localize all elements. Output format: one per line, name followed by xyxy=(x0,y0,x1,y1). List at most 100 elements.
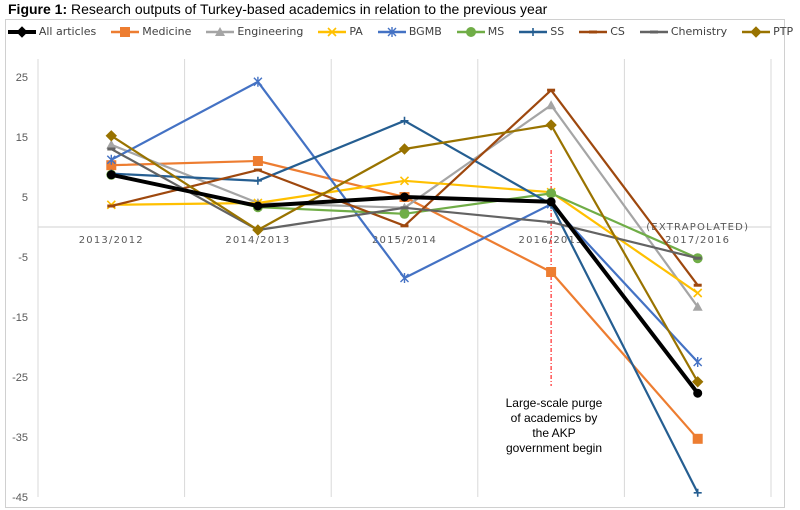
legend-item: Engineering xyxy=(205,25,303,38)
chart-frame xyxy=(5,19,785,508)
legend-item: PTP xyxy=(741,25,793,38)
figure-label: Figure 1: xyxy=(8,1,68,17)
x-tick-label-line: 2017/2016 xyxy=(665,235,730,246)
x-tick-label: 2014/2013 xyxy=(225,235,290,246)
data-point-medicine xyxy=(692,433,703,444)
y-tick-label: -45 xyxy=(12,492,28,504)
legend-swatch-icon xyxy=(377,26,406,37)
data-point-ss xyxy=(693,488,702,497)
data-point-bgmb xyxy=(400,273,409,283)
y-tick-label: 15 xyxy=(16,132,28,144)
legend-swatch-icon xyxy=(318,26,347,37)
legend-item: MS xyxy=(456,25,504,38)
annotation-line: the AKP xyxy=(532,426,576,440)
y-tick-label: -5 xyxy=(18,252,28,264)
legend-label: Engineering xyxy=(237,25,304,38)
x-tick-label-line: (EXTRAPOLATED) xyxy=(646,222,749,233)
y-tick-label: -35 xyxy=(12,432,28,444)
data-point-ptp xyxy=(545,119,557,131)
data-point-bgmb xyxy=(253,76,263,87)
legend-item: Chemistry xyxy=(639,25,727,38)
legend-marker-icon xyxy=(16,25,28,38)
data-point-pa xyxy=(399,176,410,186)
annotation-line: of academics by xyxy=(510,411,598,425)
legend-item: All articles xyxy=(7,25,96,38)
legend-swatch-icon xyxy=(579,30,608,33)
y-axis-ticks: 25 15 5 -5 -15 -25 -35 -45 xyxy=(12,72,28,504)
legend-label: SS xyxy=(550,25,565,38)
legend-marker-icon xyxy=(465,26,476,37)
legend-swatch-icon xyxy=(111,26,140,37)
data-point-all-articles xyxy=(253,201,263,211)
figure-caption-text: Research outputs of Turkey-based academi… xyxy=(71,1,548,17)
legend-label: CS xyxy=(610,25,625,38)
annotation-line: Large-scale purge xyxy=(505,396,603,410)
data-point-all-articles xyxy=(400,192,409,202)
data-point-ptp xyxy=(105,130,118,142)
legend-swatch-icon xyxy=(742,25,771,38)
series-cs xyxy=(107,88,702,287)
data-point-medicine xyxy=(106,160,117,171)
legend-item: CS xyxy=(578,25,625,38)
data-point-ss xyxy=(253,176,262,185)
annotation-line: government begin xyxy=(505,441,603,455)
legend-swatch-icon xyxy=(519,27,548,36)
legend-marker-icon xyxy=(750,25,762,38)
legend-swatch-icon xyxy=(7,25,36,38)
legend-label: PA xyxy=(349,25,363,38)
series-ptp xyxy=(105,119,704,388)
series-group xyxy=(105,76,704,497)
data-point-ptp xyxy=(398,143,411,155)
y-tick-label: 5 xyxy=(22,192,28,204)
y-tick-label: -25 xyxy=(12,372,28,384)
data-point-pa xyxy=(693,288,703,298)
legend-label: MS xyxy=(487,25,505,38)
legend-marker-icon xyxy=(387,26,397,37)
figure-caption: Figure 1: Research outputs of Turkey-bas… xyxy=(8,1,547,17)
x-tick-label-line: 2015/2014 xyxy=(372,235,437,246)
annotation-text: Large-scale purge of academics by the AKP g… xyxy=(492,396,616,456)
legend-marker-icon xyxy=(327,26,337,37)
x-tick-label: 2015/2014 xyxy=(372,235,437,246)
data-point-ptp xyxy=(691,376,704,388)
data-point-medicine xyxy=(252,156,263,166)
data-point-all-articles xyxy=(106,170,116,180)
data-point-ss xyxy=(400,116,409,125)
data-point-medicine xyxy=(546,267,557,277)
series-all-articles xyxy=(106,170,703,398)
legend-item: SS xyxy=(518,25,564,38)
series-ms xyxy=(106,169,703,264)
legend-label: Chemistry xyxy=(670,25,728,38)
y-tick-label: -15 xyxy=(12,312,28,324)
legend-item: PA xyxy=(317,25,363,38)
data-point-ms xyxy=(546,188,557,199)
data-point-ms xyxy=(399,208,410,219)
legend-label: BGMB xyxy=(408,25,442,38)
x-tick-label: 2013/2012 xyxy=(79,235,144,246)
legend-item: BGMB xyxy=(377,25,442,38)
x-tick-label-line: 2016/2015 xyxy=(519,235,584,246)
data-point-bgmb xyxy=(693,357,703,367)
y-tick-label: 25 xyxy=(16,72,28,84)
data-point-engineering xyxy=(692,301,703,311)
data-point-bgmb xyxy=(106,154,116,165)
data-point-engineering xyxy=(106,139,117,149)
legend-marker-icon xyxy=(215,26,226,36)
legend-swatch-icon xyxy=(206,26,235,36)
data-point-engineering xyxy=(546,100,557,110)
x-tick-label-line: 2013/2012 xyxy=(79,235,144,246)
x-tick-label-line: 2014/2013 xyxy=(225,235,290,246)
legend-label: All articles xyxy=(38,25,97,38)
data-point-ptp xyxy=(252,224,264,236)
x-axis-ticks: 2013/2012 2014/2013 2015/2014 2016/2015 (EXT… xyxy=(79,222,749,246)
data-point-all-articles xyxy=(546,197,556,207)
x-tick-label: (EXTRAPOLATED) 2017/2016 xyxy=(646,222,749,246)
series-bgmb xyxy=(106,76,703,367)
legend-label: Medicine xyxy=(142,25,192,38)
x-tick-label: 2016/2015 xyxy=(519,235,584,246)
legend: All articles Medicine Engineering PA BGMB MS S… xyxy=(0,25,800,38)
legend-swatch-icon xyxy=(456,26,485,37)
legend-label: PTP xyxy=(773,25,794,38)
legend-item: Medicine xyxy=(110,25,191,38)
